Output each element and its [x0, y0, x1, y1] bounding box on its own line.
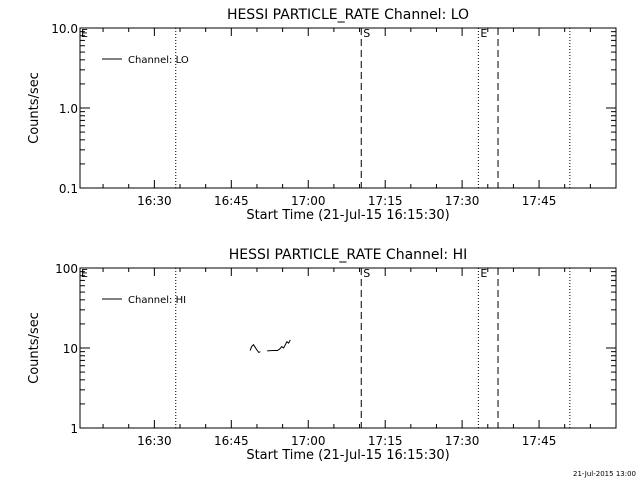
- x-tick-label: 16:30: [137, 194, 172, 208]
- y-tick-label: 10: [63, 342, 78, 356]
- y-tick-label: 0.1: [59, 182, 78, 196]
- event-marker-label: S: [363, 267, 370, 280]
- x-tick-label: 17:45: [522, 434, 557, 448]
- event-marker-label: S: [363, 27, 370, 40]
- y-tick-label: 10.0: [51, 22, 78, 36]
- x-tick-label: 17:45: [522, 194, 557, 208]
- event-annotation-label: E: [81, 267, 88, 280]
- legend-label: Channel: HI: [128, 295, 186, 306]
- panel-2: HESSI PARTICLE_RATE Channel: HI 16:30 16:4…: [27, 247, 617, 463]
- y-axis-label: Counts/sec: [27, 312, 42, 384]
- y-axis-label: Counts/sec: [27, 72, 42, 144]
- x-tick-label: 16:45: [214, 194, 249, 208]
- x-tick-label: 17:00: [291, 434, 326, 448]
- y-tick-label: 1.0: [59, 102, 78, 116]
- x-tick-label: 17:15: [368, 194, 403, 208]
- event-marker-label: E: [480, 267, 487, 280]
- event-marker-label: E: [480, 27, 487, 40]
- plot-frame: [79, 27, 617, 189]
- x-tick-label: 17:30: [445, 434, 480, 448]
- timestamp-label: 21-Jul-2015 13:00: [573, 470, 636, 478]
- x-tick-label: 17:30: [445, 194, 480, 208]
- x-tick-label: 17:00: [291, 194, 326, 208]
- y-tick-label: 100: [55, 262, 78, 276]
- x-axis-label: Start Time (21-Jul-15 16:15:30): [246, 448, 449, 463]
- chart-title: HESSI PARTICLE_RATE Channel: LO: [227, 7, 469, 23]
- x-tick-label: 17:15: [368, 434, 403, 448]
- legend-label: Channel: LO: [128, 55, 189, 66]
- event-annotation-label: E: [81, 27, 88, 40]
- series-line: [249, 343, 261, 354]
- y-tick-label: 1: [70, 422, 78, 436]
- x-tick-label: 16:45: [214, 434, 249, 448]
- x-axis-label: Start Time (21-Jul-15 16:15:30): [246, 208, 449, 223]
- chart-title: HESSI PARTICLE_RATE Channel: HI: [229, 247, 467, 263]
- x-tick-label: 16:30: [137, 434, 172, 448]
- plot-frame: [79, 267, 617, 429]
- panel-1: HESSI PARTICLE_RATE Channel: LO 16:30 16:4…: [27, 7, 617, 223]
- series-line: [267, 339, 291, 352]
